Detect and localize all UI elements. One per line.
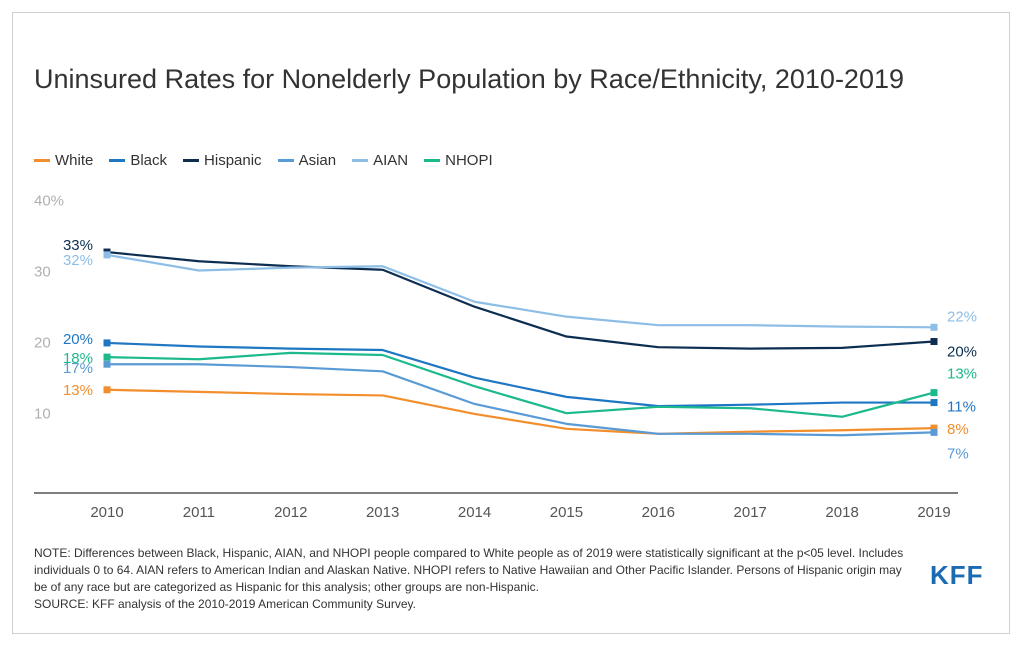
data-label-end-black: 11%: [947, 399, 976, 416]
legend-swatch: [34, 159, 50, 162]
data-label-end-hispanic: 20%: [947, 344, 977, 361]
chart-frame: [12, 12, 1010, 634]
data-label-end-white: 8%: [947, 421, 969, 438]
x-tick-label: 2010: [90, 504, 123, 521]
legend-swatch: [277, 159, 294, 162]
x-tick-label: 2012: [274, 504, 307, 521]
chart-title: Uninsured Rates for Nonelderly Populatio…: [34, 64, 904, 94]
legend-item-nhopi: NHOPI: [424, 152, 493, 169]
series-marker-end-black: [930, 399, 938, 407]
legend: White Black Hispanic Asian AIAN NHOPI: [34, 152, 493, 169]
legend-item-hispanic: Hispanic: [183, 152, 262, 169]
chart-note: NOTE: Differences between Black, Hispani…: [34, 545, 914, 613]
x-tick-label: 2017: [734, 504, 767, 521]
data-label-start-black: 20%: [63, 331, 93, 348]
data-label-end-asian: 7%: [947, 445, 969, 462]
series-marker-start-white: [103, 386, 111, 394]
x-tick-label: 2011: [183, 504, 215, 521]
series-marker-end-white: [930, 424, 938, 432]
data-label-start-aian: 32%: [63, 252, 93, 269]
x-tick-label: 2016: [642, 504, 675, 521]
series-marker-end-aian: [930, 323, 938, 331]
x-tick-label: 2019: [917, 504, 950, 521]
series-line-asian: [107, 363, 935, 437]
series-marker-start-nhopi: [103, 353, 111, 361]
series-marker-end-nhopi: [930, 389, 938, 397]
x-tick-label: 2015: [550, 504, 583, 521]
series-line-hispanic: [106, 250, 935, 350]
data-label-start-asian: 17%: [63, 360, 93, 377]
legend-item-asian: Asian: [277, 152, 337, 169]
series-marker-start-aian: [103, 251, 111, 259]
legend-label: Asian: [298, 152, 337, 169]
legend-item-black: Black: [109, 152, 167, 169]
series-marker-end-asian: [930, 428, 938, 436]
legend-swatch: [424, 159, 441, 162]
series-line-white: [106, 388, 935, 435]
data-label-start-nhopi: 18%: [63, 350, 93, 367]
note-text: NOTE: Differences between Black, Hispani…: [34, 546, 904, 594]
y-tick-label: 10: [34, 406, 51, 423]
y-tick-label: 40%: [34, 193, 64, 210]
y-tick-label: 30: [34, 264, 51, 281]
legend-label: White: [55, 152, 94, 169]
source-text: SOURCE: KFF analysis of the 2010-2019 Am…: [34, 597, 416, 611]
legend-label: NHOPI: [445, 152, 493, 169]
data-label-start-hispanic: 33%: [63, 237, 93, 254]
x-tick-label: 2018: [825, 504, 858, 521]
legend-label: Hispanic: [204, 152, 262, 169]
legend-swatch: [352, 159, 369, 162]
kff-logo: KFF: [930, 560, 984, 590]
y-tick-label: 20: [34, 335, 51, 352]
data-label-end-aian: 22%: [947, 308, 977, 325]
legend-swatch: [183, 159, 200, 162]
x-tick-label: 2013: [366, 504, 399, 521]
series-marker-start-black: [103, 339, 111, 347]
series-line-nhopi: [106, 351, 935, 418]
legend-item-aian: AIAN: [352, 152, 408, 169]
series-line-black: [106, 341, 934, 408]
legend-swatch: [109, 159, 126, 162]
x-tick-label: 2014: [458, 504, 491, 521]
legend-label: AIAN: [373, 152, 409, 169]
series-marker-end-hispanic: [930, 338, 938, 345]
legend-item-white: White: [34, 152, 93, 169]
data-label-end-nhopi: 13%: [947, 366, 977, 383]
legend-label: Black: [130, 152, 168, 169]
data-label-start-white: 13%: [63, 382, 93, 399]
series-marker-start-asian: [103, 360, 111, 368]
series-line-aian: [106, 253, 935, 329]
